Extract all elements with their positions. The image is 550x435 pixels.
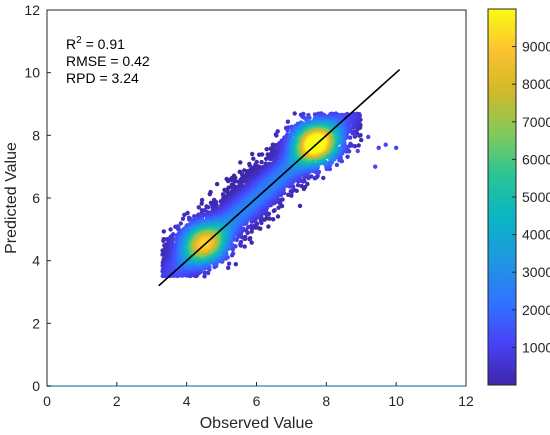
data-point bbox=[247, 237, 252, 242]
data-point bbox=[168, 227, 173, 232]
data-point bbox=[236, 233, 241, 238]
data-point bbox=[295, 183, 301, 188]
data-point bbox=[347, 135, 353, 140]
data-point bbox=[264, 147, 269, 152]
data-point bbox=[285, 128, 290, 133]
data-point bbox=[249, 240, 254, 245]
data-point bbox=[180, 216, 186, 221]
data-point bbox=[238, 242, 243, 247]
data-point bbox=[266, 224, 271, 229]
data-point bbox=[345, 154, 350, 159]
data-point bbox=[233, 244, 238, 249]
data-point bbox=[242, 168, 247, 173]
data-point bbox=[275, 214, 281, 219]
data-point bbox=[321, 175, 326, 181]
data-point bbox=[161, 237, 166, 242]
data-point bbox=[238, 160, 243, 165]
data-point bbox=[242, 244, 247, 249]
data-point bbox=[259, 215, 264, 220]
data-point bbox=[271, 208, 276, 214]
data-point bbox=[233, 179, 238, 184]
data-point bbox=[274, 133, 279, 138]
data-point bbox=[305, 181, 310, 187]
data-point bbox=[285, 119, 291, 124]
data-point bbox=[199, 201, 204, 206]
data-point bbox=[199, 197, 205, 203]
data-point bbox=[247, 163, 252, 168]
data-point bbox=[161, 229, 166, 234]
data-point bbox=[226, 261, 232, 266]
data-point bbox=[275, 129, 280, 134]
data-point bbox=[196, 205, 201, 210]
data-point bbox=[185, 210, 190, 216]
data-point bbox=[312, 112, 318, 117]
data-point bbox=[251, 156, 256, 161]
data-point bbox=[334, 162, 340, 168]
data-point bbox=[302, 184, 308, 190]
data-point bbox=[182, 212, 187, 217]
data-point bbox=[205, 270, 211, 276]
data-point bbox=[250, 151, 255, 157]
data-point bbox=[202, 270, 207, 275]
data-point bbox=[356, 143, 361, 148]
data-point bbox=[297, 203, 303, 209]
data-point bbox=[233, 262, 238, 267]
scatter-points bbox=[160, 111, 399, 279]
data-point bbox=[271, 217, 276, 222]
data-point bbox=[192, 214, 197, 219]
data-point bbox=[359, 137, 364, 143]
data-point bbox=[288, 189, 293, 194]
data-point bbox=[214, 181, 220, 187]
data-point bbox=[246, 224, 251, 230]
data-point bbox=[259, 159, 264, 165]
data-point bbox=[206, 205, 211, 210]
data-point bbox=[299, 183, 304, 189]
data-point bbox=[165, 237, 170, 242]
data-point bbox=[292, 111, 297, 116]
data-point bbox=[276, 205, 281, 210]
data-point bbox=[171, 232, 176, 237]
data-point bbox=[178, 221, 183, 226]
data-point bbox=[229, 253, 235, 258]
data-point bbox=[226, 265, 231, 270]
data-point bbox=[259, 152, 265, 157]
data-point bbox=[352, 134, 358, 139]
data-point bbox=[286, 192, 291, 197]
data-point bbox=[315, 173, 320, 179]
data-point bbox=[257, 226, 262, 231]
data-point bbox=[202, 274, 207, 279]
data-point bbox=[207, 192, 212, 197]
